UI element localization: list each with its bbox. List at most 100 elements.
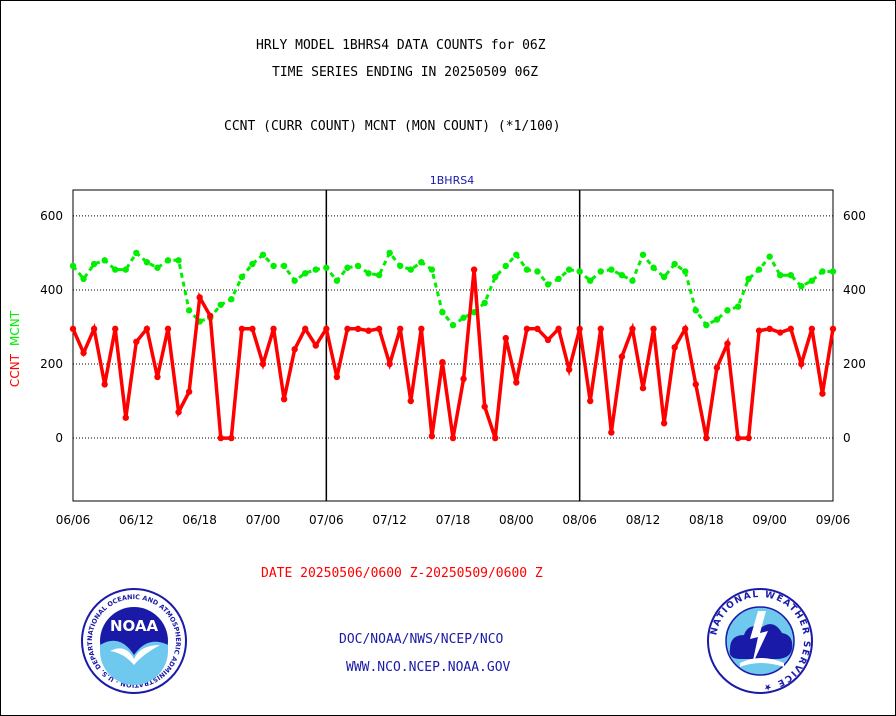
data-point-ccnt xyxy=(565,366,573,373)
data-point-ccnt xyxy=(101,381,108,388)
data-point-ccnt xyxy=(375,325,383,333)
x-tick-label: 09/06 xyxy=(816,513,851,527)
data-point-ccnt xyxy=(354,325,362,333)
data-point-mcnt xyxy=(259,251,267,258)
data-point-mcnt xyxy=(660,273,668,281)
data-point-mcnt xyxy=(787,271,794,279)
y-axis-label-mcnt: MCNT xyxy=(8,310,22,346)
data-point-ccnt xyxy=(513,379,520,386)
data-point-mcnt xyxy=(154,264,161,271)
x-tick-label: 07/18 xyxy=(436,513,471,527)
series-title: 1BHRS4 xyxy=(430,174,474,187)
data-point-ccnt xyxy=(449,434,457,442)
data-point-ccnt xyxy=(724,340,731,347)
y-tick-label-right: 0 xyxy=(843,431,851,445)
y-axis-label: CCNT MCNT xyxy=(8,310,22,387)
data-point-mcnt xyxy=(650,264,657,271)
data-point-mcnt xyxy=(80,275,87,283)
data-point-ccnt xyxy=(481,403,488,410)
data-point-ccnt xyxy=(323,325,330,333)
data-point-mcnt xyxy=(544,281,552,288)
data-point-ccnt xyxy=(639,384,647,392)
x-tick-label: 06/06 xyxy=(56,513,91,527)
data-point-ccnt xyxy=(217,434,224,442)
data-point-mcnt xyxy=(481,299,488,307)
x-tick-label: 08/06 xyxy=(562,513,597,527)
data-point-mcnt xyxy=(798,283,805,290)
data-point-mcnt xyxy=(755,266,763,273)
data-point-mcnt xyxy=(407,266,414,273)
chart-subtitle: CCNT (CURR COUNT) MCNT (MON COUNT) (*1/1… xyxy=(224,119,561,134)
data-point-mcnt xyxy=(217,301,224,308)
data-point-mcnt xyxy=(90,260,98,268)
data-point-ccnt xyxy=(291,346,298,353)
data-point-ccnt xyxy=(112,325,119,333)
data-point-mcnt xyxy=(618,271,626,279)
data-point-ccnt xyxy=(555,325,562,333)
data-point-ccnt xyxy=(798,360,805,368)
data-point-mcnt xyxy=(587,277,594,284)
y-axis-label-text: CCNT MCNT xyxy=(8,310,22,387)
chart-title-line2: TIME SERIES ENDING IN 20250509 06Z xyxy=(272,65,539,80)
data-point-ccnt xyxy=(766,325,773,333)
data-point-mcnt xyxy=(608,266,615,273)
data-point-ccnt xyxy=(703,434,710,442)
data-point-ccnt xyxy=(587,397,594,405)
data-point-ccnt xyxy=(386,360,393,368)
data-point-ccnt xyxy=(808,325,816,333)
data-point-mcnt xyxy=(143,258,151,266)
data-point-ccnt xyxy=(597,325,604,333)
data-point-ccnt xyxy=(734,434,742,442)
data-point-ccnt xyxy=(122,414,129,421)
data-point-ccnt xyxy=(650,325,657,333)
data-point-ccnt xyxy=(259,360,267,368)
data-point-mcnt xyxy=(344,264,351,271)
noaa-logo-text: NOAA xyxy=(110,617,159,635)
data-point-ccnt xyxy=(418,325,425,333)
data-point-mcnt xyxy=(418,258,425,266)
data-point-ccnt xyxy=(249,325,256,333)
data-point-mcnt xyxy=(449,321,457,329)
data-point-mcnt xyxy=(734,303,742,310)
data-point-mcnt xyxy=(375,271,383,279)
data-point-mcnt xyxy=(724,307,731,314)
data-point-ccnt xyxy=(207,312,214,320)
data-point-mcnt xyxy=(502,262,509,270)
series-line-mcnt xyxy=(71,250,833,328)
data-point-ccnt xyxy=(671,344,678,351)
data-point-ccnt xyxy=(439,358,446,366)
y-tick-label-right: 200 xyxy=(843,357,866,371)
x-tick-label: 06/18 xyxy=(182,513,217,527)
data-point-ccnt xyxy=(312,342,319,349)
data-point-mcnt xyxy=(829,268,837,275)
x-tick-label: 07/00 xyxy=(246,513,281,527)
data-point-mcnt xyxy=(492,273,499,281)
data-point-mcnt xyxy=(333,277,341,284)
y-axis-label-ccnt: CCNT xyxy=(8,353,22,387)
data-point-ccnt xyxy=(829,325,837,333)
x-tick-label: 08/12 xyxy=(626,513,661,527)
data-point-mcnt xyxy=(69,262,77,270)
data-point-mcnt xyxy=(365,270,372,277)
data-point-mcnt xyxy=(428,266,436,273)
data-point-ccnt xyxy=(280,395,288,403)
data-point-mcnt xyxy=(682,268,689,275)
data-point-mcnt xyxy=(639,251,647,258)
x-tick-label: 08/00 xyxy=(499,513,534,527)
x-tick-label: 07/12 xyxy=(372,513,407,527)
data-point-mcnt xyxy=(439,308,446,316)
footer-website-link[interactable]: WWW.NCO.NCEP.NOAA.GOV xyxy=(346,660,511,675)
data-point-ccnt xyxy=(692,381,699,388)
data-point-mcnt xyxy=(555,275,562,283)
data-point-ccnt xyxy=(460,375,467,383)
x-tick-label: 07/06 xyxy=(309,513,344,527)
data-point-ccnt xyxy=(502,334,509,342)
data-point-ccnt xyxy=(819,390,826,397)
data-point-ccnt xyxy=(90,325,98,333)
data-point-ccnt xyxy=(745,434,752,442)
x-tick-label: 09/00 xyxy=(752,513,787,527)
data-point-mcnt xyxy=(228,296,235,303)
data-point-mcnt xyxy=(133,249,140,257)
data-point-mcnt xyxy=(280,262,288,270)
